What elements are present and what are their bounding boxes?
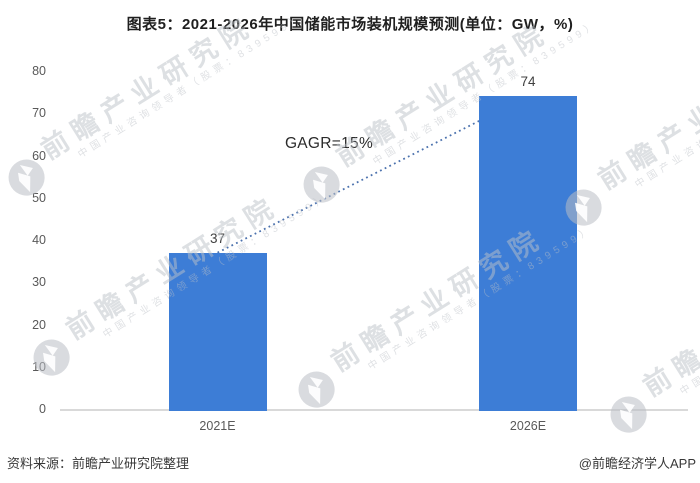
- y-tick-label-80: 80: [32, 64, 46, 78]
- chart-title: 图表5：2021-2026年中国储能市场装机规模预测(单位：GW，%): [126, 16, 574, 33]
- bar-2026E: [479, 96, 577, 411]
- y-tick-label-30: 30: [32, 275, 46, 290]
- bar-2021E: [168, 252, 267, 411]
- cagr-annotation: GAGR=15%: [284, 135, 374, 152]
- y-tick-label-20: 20: [32, 317, 46, 332]
- x-axis-line: [60, 409, 688, 411]
- x-tick-label-2026E: 2026E: [509, 419, 547, 433]
- y-tick-label-60: 60: [32, 148, 46, 163]
- y-tick-label-70: 70: [32, 106, 46, 121]
- value-label-2026E: 74: [520, 74, 536, 90]
- x-tick-label-2021E: 2021E: [199, 419, 236, 433]
- y-tick-label-40: 40: [32, 233, 46, 247]
- credit-text: @前瞻经济学人APP: [578, 456, 696, 471]
- source-text: 资料来源：前瞻产业研究院整理: [7, 456, 190, 471]
- y-tick-label-0: 0: [39, 402, 46, 416]
- y-tick-label-50: 50: [32, 190, 46, 205]
- value-label-2021E: 37: [209, 230, 226, 246]
- y-tick-label-10: 10: [32, 359, 46, 374]
